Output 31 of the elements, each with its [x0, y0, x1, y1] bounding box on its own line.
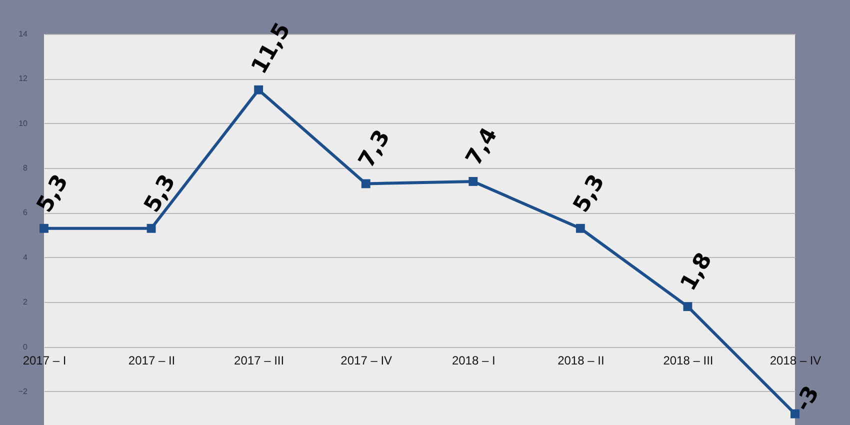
- x-tick-label: 2018 – I: [452, 353, 496, 368]
- y-tick-label: 14: [18, 30, 28, 38]
- y-tick-label: 8: [23, 164, 28, 173]
- x-tick-label: 2017 – II: [128, 353, 176, 368]
- x-tick-label: 2017 – III: [234, 353, 284, 368]
- x-tick-label: 2017 – IV: [340, 353, 392, 368]
- point: [146, 224, 156, 233]
- x-tick-label: 2018 – II: [558, 353, 604, 368]
- point: [683, 302, 692, 312]
- point: [361, 179, 370, 188]
- y-tick-label: 6: [23, 208, 28, 218]
- data-label: 7,3: [354, 126, 396, 172]
- point: [254, 85, 264, 94]
- y-tick-label: 0: [23, 342, 28, 352]
- y-tick-label: 4: [23, 252, 28, 262]
- data-label: 1,8: [676, 248, 718, 296]
- point: [40, 224, 48, 233]
- y-tick-label: 2: [23, 298, 28, 307]
- x-tick-label: 2018 – III: [663, 353, 714, 368]
- point: [790, 409, 800, 418]
- data-label: 5,3: [140, 170, 181, 217]
- x-tick-label: 2018 – IV: [770, 353, 822, 368]
- data-label: 5,3: [32, 170, 74, 217]
- y-tick-label: 12: [18, 74, 28, 84]
- y-tick-label: 10: [18, 118, 28, 128]
- point: [468, 176, 478, 186]
- point: [576, 224, 585, 233]
- data-label: 7,4: [462, 124, 503, 170]
- data-label: -3: [790, 382, 825, 416]
- data-label: 5,3: [568, 170, 610, 217]
- y-tick-label: −2: [18, 386, 28, 396]
